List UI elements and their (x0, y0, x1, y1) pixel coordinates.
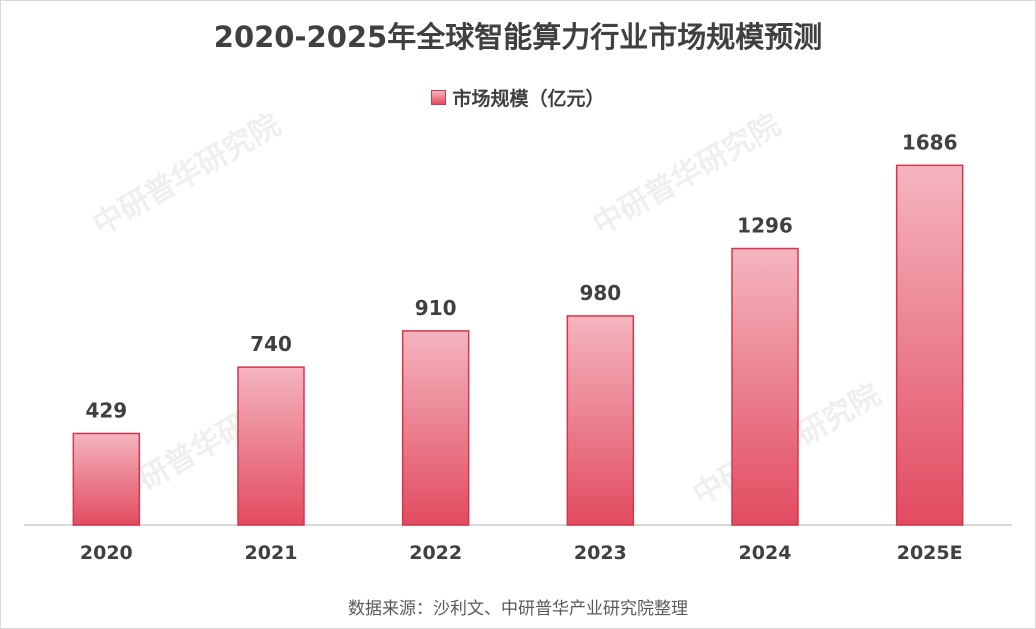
data-label: 429 (85, 398, 127, 422)
bar-2020 (72, 432, 141, 526)
x-tick-label: 2022 (409, 542, 462, 564)
legend-swatch (431, 90, 447, 105)
x-tick-label: 2025E (897, 542, 963, 564)
x-tick-label: 2023 (574, 542, 627, 564)
source-note: 数据来源：沙利文、中研普华产业研究院整理 (348, 599, 688, 619)
bar-2025E (895, 164, 964, 526)
data-label: 740 (250, 332, 292, 356)
x-tick-label: 2021 (245, 542, 298, 564)
legend: 市场规模（亿元） (0, 84, 1036, 111)
bar-2022 (401, 330, 470, 526)
data-label: 1686 (902, 130, 958, 154)
legend-label: 市场规模（亿元） (452, 88, 605, 110)
x-tick-label: 2024 (739, 542, 792, 564)
data-label: 980 (579, 281, 621, 305)
bar-2024 (731, 247, 799, 526)
data-label: 1296 (737, 214, 793, 238)
bar-2021 (237, 366, 305, 526)
x-tick-label: 2020 (80, 542, 133, 564)
chart-title: 2020-2025年全球智能算力行业市场规模预测 (213, 20, 823, 54)
bar-2023 (566, 315, 635, 526)
data-label: 910 (415, 296, 457, 320)
